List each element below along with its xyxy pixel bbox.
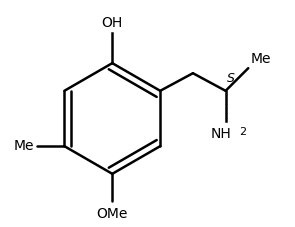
Text: Me: Me bbox=[251, 52, 271, 66]
Text: OMe: OMe bbox=[96, 207, 128, 220]
Text: 2: 2 bbox=[240, 127, 247, 137]
Text: OH: OH bbox=[102, 16, 123, 30]
Text: S: S bbox=[227, 72, 235, 84]
Text: NH: NH bbox=[210, 127, 231, 141]
Text: Me: Me bbox=[14, 139, 34, 153]
